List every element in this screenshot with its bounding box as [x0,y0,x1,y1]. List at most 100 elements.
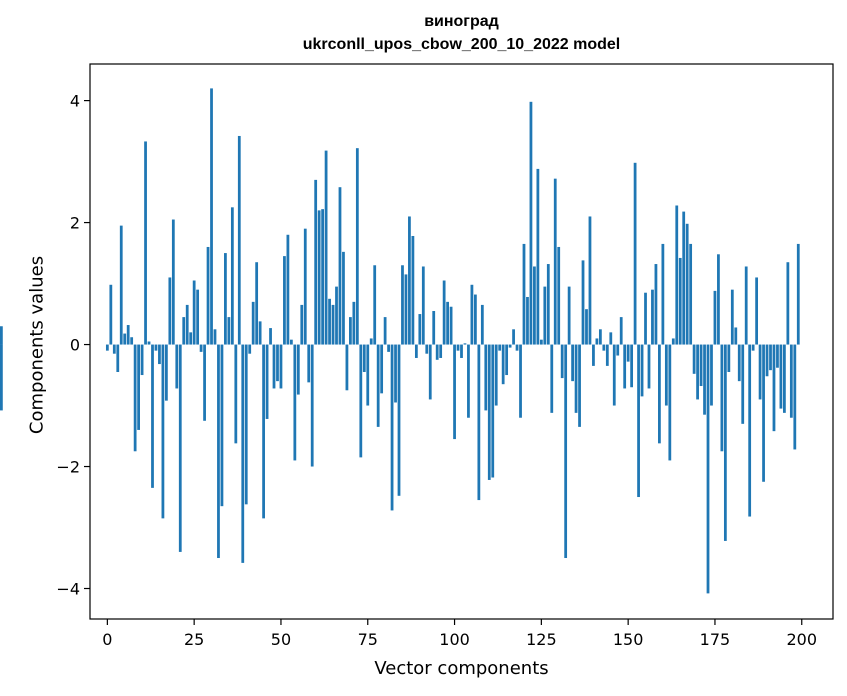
bar [192,280,196,345]
bar [571,344,574,382]
bar [439,344,443,358]
y-tick-label: 4 [70,92,80,111]
bar [689,243,693,345]
bar [414,344,418,358]
bar [727,344,731,372]
bar [796,243,800,345]
bar [494,344,498,406]
bar [0,326,3,345]
bar [526,296,529,345]
bar [640,344,644,397]
bar [164,344,168,401]
bar [109,284,113,345]
bar [342,251,345,345]
bar [741,344,745,424]
y-tick-label: 0 [70,336,80,355]
bar [633,162,637,345]
bar [161,344,165,519]
bar [116,344,120,372]
bar [755,277,759,345]
x-tick-label: 100 [439,630,470,649]
bar [387,344,390,352]
bar [456,344,460,351]
bar [432,311,436,345]
bar [564,344,568,559]
bar [321,209,325,345]
bar [637,344,640,498]
bar [237,135,241,345]
bar [352,301,356,345]
chart-title: виноград [424,13,499,30]
bar [619,317,623,345]
y-tick-label: 2 [70,214,80,233]
chart-subtitle: ukrconll_upos_cbow_200_10_2022 model [302,36,621,53]
bar [758,344,762,400]
bar [394,344,397,403]
bar [682,211,686,345]
bar [605,344,609,366]
bar [189,332,193,345]
bar [331,304,335,345]
x-tick-label: 25 [184,630,204,649]
y-axis-ticks: −4 −2 0 2 4 [56,92,90,599]
bar [220,344,224,507]
bar [217,344,220,559]
bar [255,262,259,345]
bar [783,344,786,413]
bar [105,344,109,351]
bar [685,223,689,345]
bar [578,344,581,427]
bar [664,344,668,406]
bar [196,289,200,345]
bar [359,344,363,458]
bar [529,101,533,345]
bar [158,344,161,365]
bar [467,344,470,418]
bar [550,344,554,413]
bar [349,317,352,345]
x-tick-label: 0 [102,630,112,649]
bar [696,344,699,400]
bar [446,301,450,345]
bar [723,344,727,541]
bar [498,344,502,351]
bar [786,262,790,345]
bar [505,344,509,376]
bar [421,266,425,345]
bar [154,344,158,351]
bar [234,344,238,444]
bar [303,228,307,345]
bar [442,280,446,345]
bar [703,344,706,415]
bar [210,88,213,345]
bar [491,344,495,478]
bar [119,225,123,345]
bar [314,179,318,345]
bar [560,344,564,379]
bar [345,344,349,391]
bar [598,329,602,345]
x-tick-label: 150 [613,630,644,649]
bar [151,344,154,488]
bar [262,344,265,519]
bar [574,344,578,413]
x-tick-label: 125 [526,630,557,649]
bar [658,344,661,444]
bar [390,344,394,511]
bar [272,344,276,389]
bar [762,344,765,482]
bar [546,264,550,345]
bar [144,141,147,345]
bar [227,317,231,345]
bar [595,338,599,345]
bar [404,274,408,345]
bar [692,344,696,374]
bar [224,253,227,345]
bar [473,294,477,345]
bar [324,150,328,345]
bar [206,246,210,345]
bar [717,254,720,345]
bar [185,304,189,345]
